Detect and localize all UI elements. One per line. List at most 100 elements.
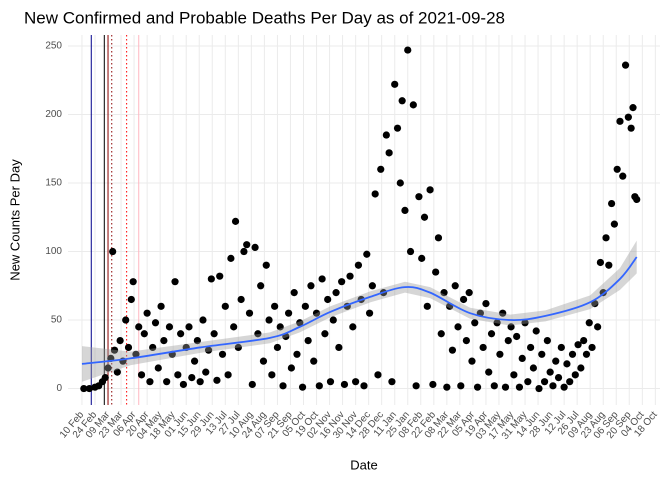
point <box>515 383 524 391</box>
point <box>507 323 515 331</box>
point <box>412 382 420 390</box>
point <box>349 323 357 331</box>
point <box>321 330 329 338</box>
point <box>585 319 593 327</box>
point <box>273 343 282 352</box>
point <box>113 368 121 376</box>
point <box>398 97 406 105</box>
point <box>602 234 610 242</box>
point <box>338 278 346 286</box>
point <box>202 368 210 376</box>
point <box>471 319 479 327</box>
point <box>552 357 560 365</box>
point <box>329 316 337 324</box>
point <box>496 350 504 358</box>
point <box>406 247 415 256</box>
point <box>493 319 501 327</box>
point <box>326 378 335 386</box>
point <box>365 309 374 317</box>
point <box>393 124 402 132</box>
point <box>116 336 124 345</box>
point <box>401 206 409 215</box>
point <box>624 113 632 121</box>
y-tick-label: 250 <box>45 41 62 52</box>
point <box>196 378 204 386</box>
point <box>179 380 188 389</box>
point <box>388 378 396 386</box>
point <box>276 323 284 331</box>
point <box>607 199 616 208</box>
point <box>432 268 440 276</box>
point <box>307 282 315 290</box>
confidence-band <box>82 240 637 382</box>
point <box>243 241 251 249</box>
point <box>149 343 157 352</box>
point <box>610 220 618 228</box>
point <box>248 380 256 389</box>
point <box>513 332 521 341</box>
point <box>521 319 529 327</box>
point <box>613 165 621 173</box>
point <box>457 382 465 390</box>
point <box>510 371 518 379</box>
point <box>213 376 221 384</box>
point <box>310 357 318 365</box>
point <box>629 104 637 112</box>
point <box>185 323 193 331</box>
chart-title: New Confirmed and Probable Deaths Per Da… <box>24 8 505 27</box>
point <box>285 309 293 317</box>
point <box>135 323 143 331</box>
point <box>104 364 112 372</box>
point <box>110 346 119 354</box>
point <box>304 336 312 345</box>
point <box>566 378 574 386</box>
smooth-line <box>81 256 638 365</box>
point <box>193 336 201 345</box>
point <box>423 302 431 310</box>
point <box>443 383 451 391</box>
point <box>557 343 565 352</box>
point <box>538 350 546 358</box>
point <box>462 336 470 345</box>
point <box>479 343 487 352</box>
point <box>207 275 215 283</box>
point <box>588 343 596 352</box>
y-tick-label: 0 <box>56 383 62 394</box>
point <box>529 364 538 372</box>
point <box>354 261 363 269</box>
point <box>518 354 526 363</box>
point <box>240 247 248 256</box>
point <box>312 309 321 317</box>
point <box>619 172 627 180</box>
point <box>230 323 238 331</box>
point <box>332 289 340 297</box>
point <box>165 323 174 331</box>
point <box>335 343 343 352</box>
point <box>245 309 254 317</box>
point <box>132 350 140 358</box>
point <box>371 190 379 198</box>
point <box>385 149 393 157</box>
point <box>160 336 168 345</box>
y-tick-label: 50 <box>51 315 63 326</box>
point <box>524 378 532 386</box>
point <box>546 368 554 376</box>
point <box>377 165 385 173</box>
point <box>188 373 196 382</box>
point <box>554 373 563 382</box>
point <box>293 350 301 358</box>
point <box>210 330 218 338</box>
point <box>143 309 151 317</box>
point <box>426 186 434 194</box>
point <box>574 341 582 349</box>
point <box>490 382 498 390</box>
point <box>290 289 298 297</box>
point <box>174 371 182 379</box>
point <box>594 323 602 331</box>
point <box>318 275 326 283</box>
point <box>468 357 476 365</box>
point <box>465 289 473 297</box>
point <box>482 299 490 308</box>
y-axis-title: New Counts Per Day <box>7 159 22 281</box>
point <box>163 378 171 386</box>
